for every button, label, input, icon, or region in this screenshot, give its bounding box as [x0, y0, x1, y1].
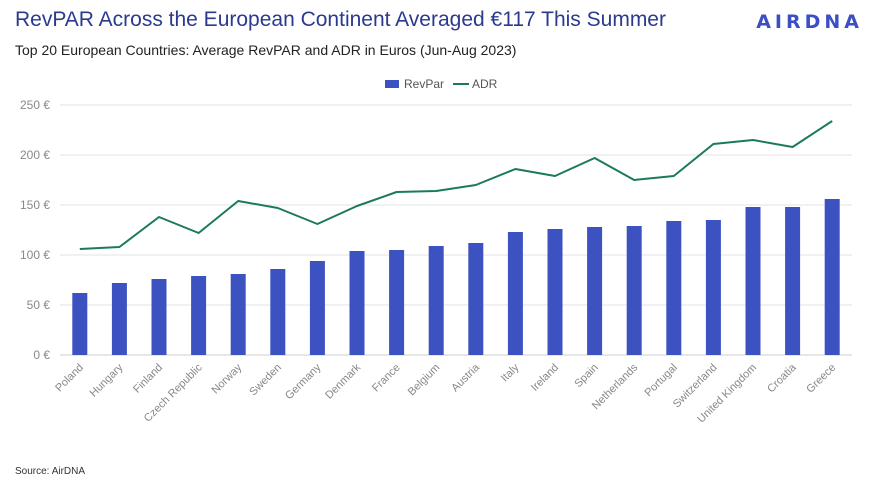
- line-layer: [79, 120, 833, 250]
- bar-layer: [72, 199, 840, 355]
- bar-revpar-greece: [824, 199, 840, 355]
- y-tick-label: 150 €: [20, 198, 50, 212]
- bar-revpar-switzerland: [705, 220, 721, 355]
- bar-revpar-germany: [309, 261, 325, 355]
- x-tick-label: Belgium: [406, 362, 443, 399]
- x-tick-label: Spain: [572, 362, 600, 390]
- bar-revpar-poland: [72, 293, 88, 355]
- legend-revpar-label: RevPar: [404, 77, 444, 91]
- x-tick-label: Ireland: [529, 362, 561, 394]
- source-note: Source: AirDNA: [15, 466, 86, 477]
- x-tick-label: Finland: [131, 362, 165, 396]
- brand-logo: AIRDNA: [756, 11, 863, 33]
- bar-revpar-norway: [230, 274, 246, 355]
- bar-revpar-denmark: [349, 251, 365, 355]
- x-tick-label: Portugal: [642, 362, 679, 399]
- x-tick-label: Germany: [283, 361, 324, 402]
- x-tick-label: Hungary: [88, 361, 126, 399]
- bar-revpar-sweden: [270, 269, 286, 355]
- legend: RevPar ADR: [385, 77, 498, 91]
- bar-revpar-austria: [468, 243, 484, 355]
- y-tick-layer: 0 € 50 € 100 € 150 € 200 € 250 €: [20, 98, 50, 362]
- y-tick-label: 0 €: [33, 348, 50, 362]
- x-tick-label: Austria: [449, 361, 482, 394]
- bar-revpar-portugal: [666, 221, 682, 355]
- x-tick-label: Italy: [499, 361, 522, 384]
- x-tick-label: Norway: [209, 361, 244, 396]
- bar-revpar-france: [389, 250, 405, 355]
- bar-revpar-hungary: [111, 283, 127, 355]
- legend-revpar-swatch: [385, 80, 399, 88]
- y-tick-label: 50 €: [27, 298, 51, 312]
- y-tick-label: 250 €: [20, 98, 50, 112]
- line-adr: [79, 120, 833, 250]
- x-tick-label: Denmark: [323, 361, 363, 401]
- bar-revpar-croatia: [785, 207, 801, 355]
- bar-revpar-czech-republic: [191, 276, 207, 355]
- chart-title: RevPAR Across the European Continent Ave…: [15, 8, 666, 31]
- bar-revpar-belgium: [428, 246, 444, 355]
- y-tick-label: 200 €: [20, 148, 50, 162]
- x-tick-label: Greece: [804, 362, 838, 396]
- x-tick-label: Sweden: [247, 362, 284, 399]
- x-tick-label: Croatia: [765, 361, 799, 395]
- bar-revpar-italy: [507, 232, 523, 355]
- bar-revpar-netherlands: [626, 226, 642, 355]
- legend-adr-label: ADR: [472, 77, 498, 91]
- bar-revpar-ireland: [547, 229, 563, 355]
- x-tick-label: Poland: [53, 362, 86, 395]
- bar-revpar-finland: [151, 279, 167, 355]
- bar-revpar-united-kingdom: [745, 207, 761, 355]
- x-tick-label: France: [370, 362, 403, 395]
- chart-subtitle: Top 20 European Countries: Average RevPA…: [15, 42, 517, 58]
- y-tick-label: 100 €: [20, 248, 50, 262]
- bar-revpar-spain: [587, 227, 603, 355]
